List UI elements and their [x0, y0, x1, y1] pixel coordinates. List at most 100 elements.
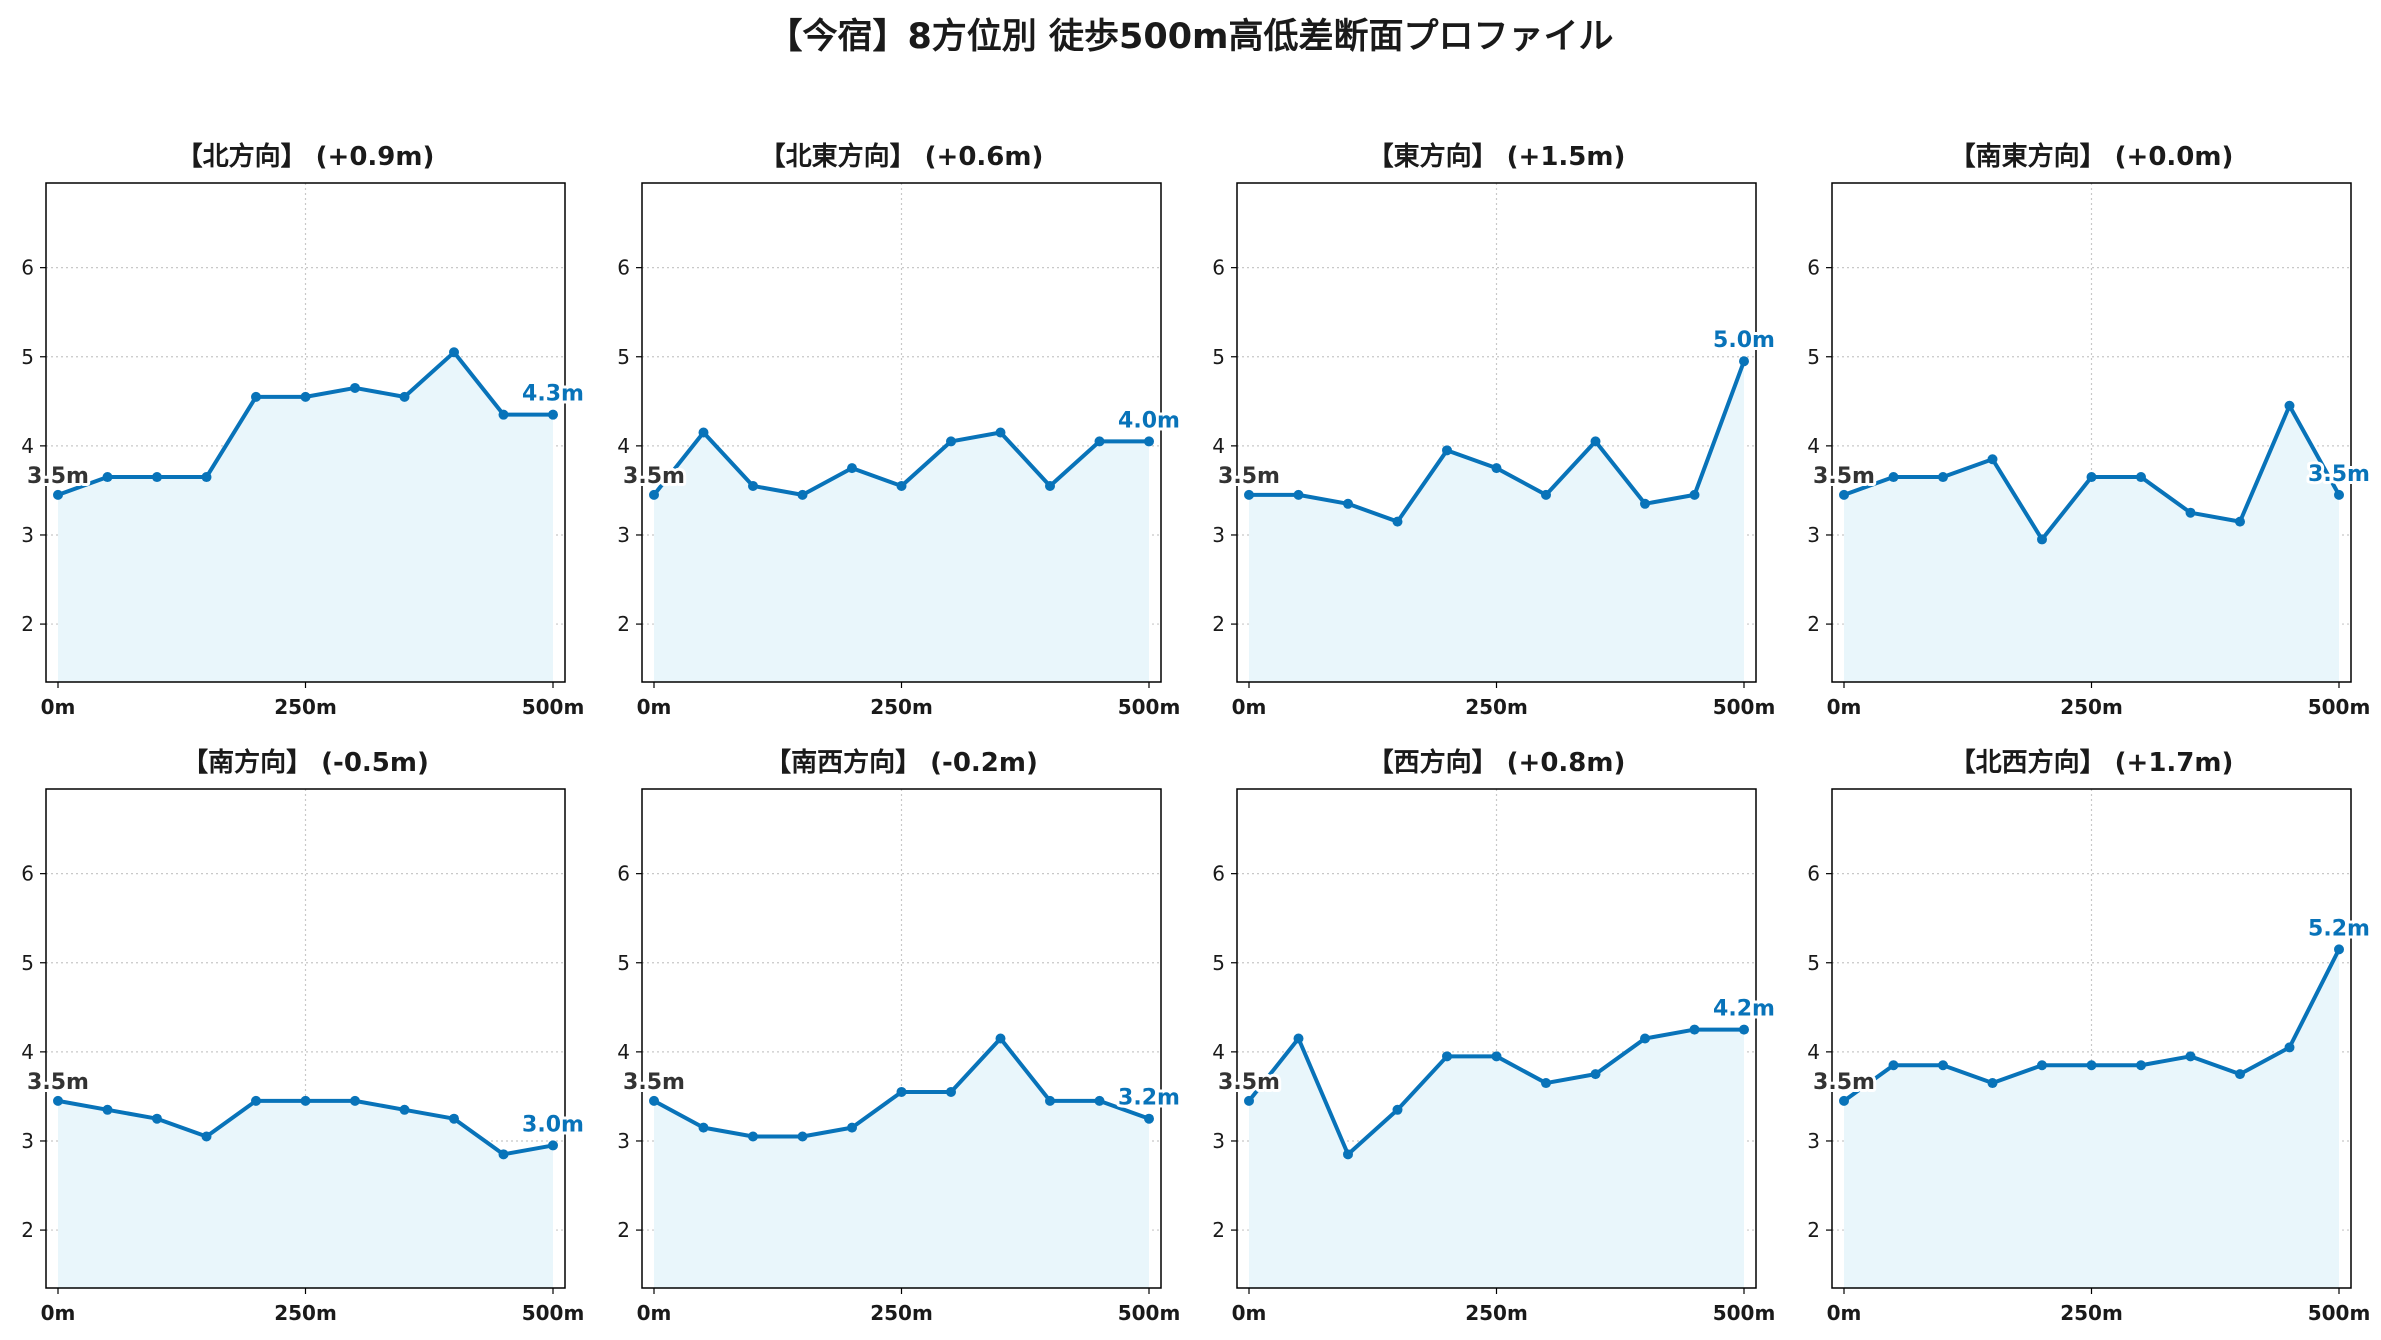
x-tick-label: 250m [274, 1301, 337, 1325]
data-point [1541, 489, 1551, 500]
y-tick-label: 4 [21, 434, 34, 458]
y-tick-label: 4 [1807, 1040, 1820, 1064]
data-point [2235, 516, 2245, 527]
data-point [1640, 1033, 1650, 1044]
data-point [1343, 498, 1353, 509]
data-point [53, 1095, 63, 1106]
data-point [1045, 480, 1055, 491]
x-tick-label: 0m [1232, 1301, 1267, 1325]
y-tick-label: 2 [21, 612, 34, 636]
y-tick-label: 4 [1212, 434, 1225, 458]
plot-frame [1236, 182, 1757, 683]
y-tick-label: 3 [1807, 1129, 1820, 1153]
y-tick-label: 4 [617, 434, 630, 458]
y-tick-label: 5 [617, 951, 630, 975]
panel-title: 【北西方向】 (+1.7m) [1950, 747, 2234, 778]
x-tick-label: 500m [1713, 695, 1776, 719]
data-point [53, 489, 63, 500]
start-elevation-label: 3.5m [27, 1070, 89, 1095]
data-point [152, 472, 162, 483]
data-point [797, 489, 808, 500]
data-point [300, 391, 311, 402]
data-point [102, 1104, 113, 1115]
data-point [350, 382, 360, 393]
data-point [399, 391, 410, 402]
y-tick-label: 6 [1212, 256, 1225, 280]
data-point [1144, 436, 1154, 447]
plot-frame [641, 182, 1162, 683]
data-point [1987, 454, 1998, 465]
y-tick-label: 3 [617, 1129, 630, 1153]
y-tick-label: 2 [21, 1218, 34, 1242]
y-tick-label: 6 [1807, 256, 1820, 280]
y-tick-label: 4 [21, 1040, 34, 1064]
y-tick-label: 5 [1807, 951, 1820, 975]
area-fill [1844, 949, 2339, 1288]
data-point [995, 427, 1006, 438]
area-fill [654, 432, 1149, 682]
data-point [847, 463, 857, 474]
y-tick-label: 4 [1807, 434, 1820, 458]
x-tick-label: 500m [522, 1301, 585, 1325]
data-point [2086, 1060, 2097, 1071]
panel-title: 【北方向】 (+0.9m) [177, 141, 435, 172]
data-point [2185, 1051, 2196, 1062]
x-tick-label: 500m [1713, 1301, 1776, 1325]
data-point [1144, 1113, 1154, 1124]
data-point [1839, 489, 1849, 500]
area-fill [1249, 361, 1744, 682]
y-tick-label: 2 [617, 612, 630, 636]
data-point [1392, 516, 1403, 527]
data-point [896, 1086, 907, 1097]
plot-frame [1831, 788, 2352, 1289]
plot-frame [45, 788, 566, 1289]
data-point [649, 1095, 659, 1106]
data-point [498, 1149, 509, 1160]
x-tick-label: 500m [2308, 695, 2371, 719]
y-tick-label: 4 [1212, 1040, 1225, 1064]
area-fill [58, 1100, 553, 1288]
panel-title: 【西方向】 (+0.8m) [1368, 747, 1626, 778]
data-point [748, 480, 758, 491]
y-tick-label: 5 [1212, 345, 1225, 369]
data-point [2284, 1042, 2295, 1053]
start-elevation-label: 3.5m [1813, 1070, 1875, 1095]
data-point [946, 436, 956, 447]
data-point [300, 1095, 311, 1106]
y-tick-label: 5 [617, 345, 630, 369]
y-tick-label: 3 [1212, 1129, 1225, 1153]
data-point [2235, 1069, 2245, 1080]
data-point [1442, 1051, 1452, 1062]
data-point [1689, 489, 1700, 500]
data-point [2334, 489, 2344, 500]
y-tick-label: 2 [1807, 612, 1820, 636]
data-point [201, 1131, 212, 1142]
x-tick-label: 250m [2060, 1301, 2123, 1325]
data-point [1094, 436, 1105, 447]
data-point [1094, 1095, 1105, 1106]
data-point [748, 1131, 758, 1142]
data-point [1739, 1024, 1749, 1035]
end-elevation-label: 5.2m [2308, 916, 2370, 941]
y-tick-label: 3 [617, 523, 630, 547]
data-point [350, 1095, 360, 1106]
figure-title: 【今宿】8方位別 徒歩500m高低差断面プロファイル [767, 17, 1614, 57]
data-point [201, 472, 212, 483]
x-tick-label: 250m [2060, 695, 2123, 719]
x-tick-label: 0m [1827, 1301, 1862, 1325]
data-point [1392, 1104, 1403, 1115]
plot-frame [1236, 788, 1757, 1289]
data-point [2086, 472, 2097, 483]
y-tick-label: 2 [1212, 1218, 1225, 1242]
y-tick-label: 6 [21, 256, 34, 280]
data-point [1888, 472, 1899, 483]
x-tick-label: 0m [41, 695, 76, 719]
x-tick-label: 250m [870, 695, 933, 719]
data-point [1590, 436, 1601, 447]
data-point [1739, 356, 1749, 367]
x-tick-label: 500m [1118, 1301, 1181, 1325]
data-point [449, 347, 459, 358]
start-elevation-label: 3.5m [27, 464, 89, 489]
x-tick-label: 0m [637, 1301, 672, 1325]
